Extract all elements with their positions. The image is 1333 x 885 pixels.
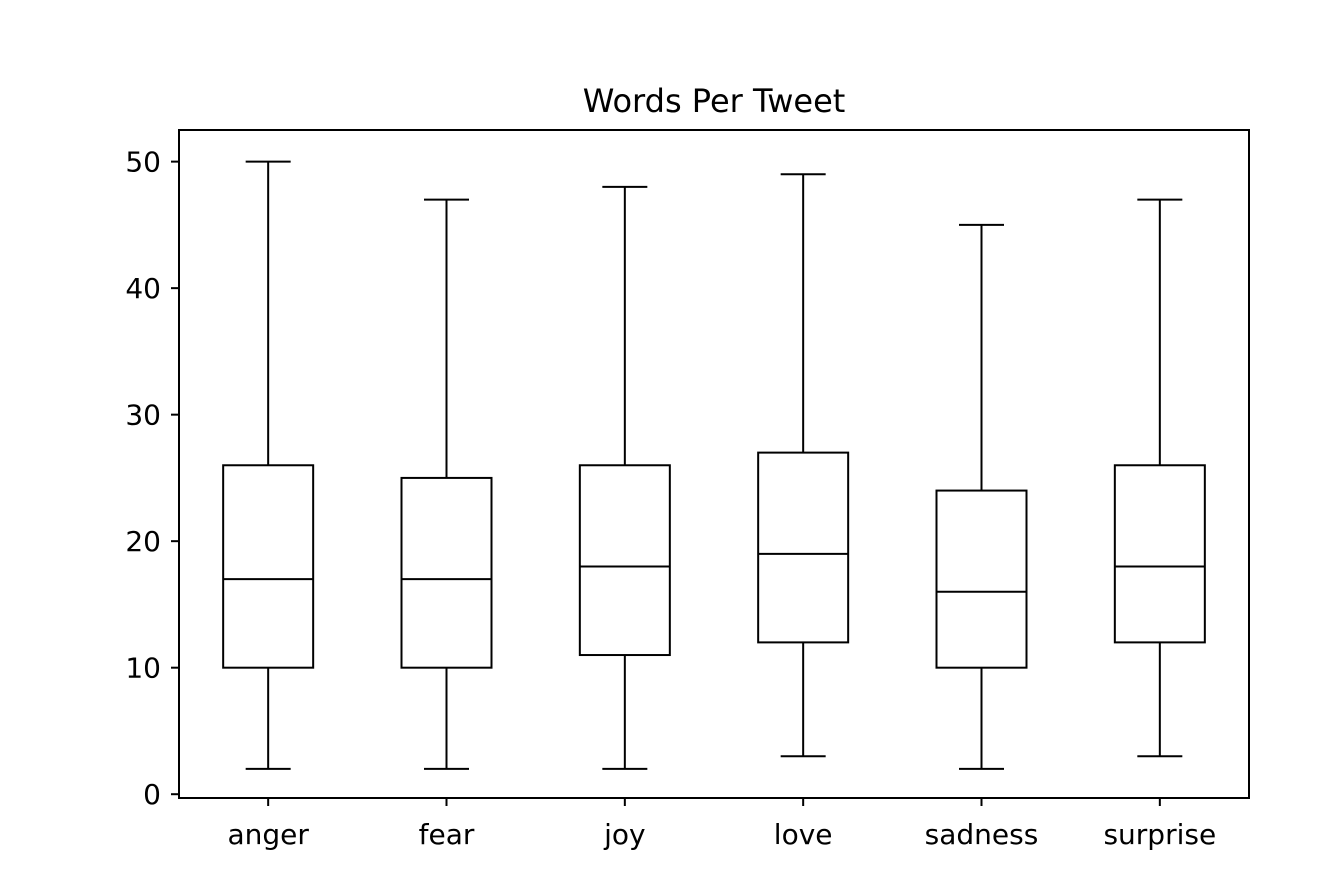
- box-anger: [222, 160, 315, 770]
- chart-title: Words Per Tweet: [583, 82, 846, 120]
- iqr-box: [757, 451, 850, 644]
- iqr-box: [578, 464, 671, 657]
- y-tick-label: 20: [125, 525, 161, 558]
- iqr-box: [400, 476, 493, 669]
- x-axis: anger fear joy love sadness surprise: [227, 798, 1216, 851]
- box-fear: [400, 198, 493, 770]
- x-tick-label: anger: [227, 818, 309, 851]
- x-tick-label: joy: [603, 818, 645, 851]
- boxes-layer: [222, 160, 1206, 770]
- x-tick-label: fear: [419, 818, 475, 851]
- y-tick-label: 50: [125, 146, 161, 179]
- iqr-box: [1113, 464, 1206, 644]
- iqr-box: [222, 464, 315, 669]
- plot-frame: [178, 129, 1250, 799]
- iqr-box: [935, 489, 1028, 669]
- x-tick-label: love: [774, 818, 833, 851]
- y-tick-label: 30: [125, 399, 161, 432]
- x-tick-label: sadness: [925, 818, 1039, 851]
- x-tick-label: surprise: [1103, 818, 1216, 851]
- box-sadness: [935, 223, 1028, 770]
- box-surprise: [1113, 198, 1206, 758]
- y-tick-label: 40: [125, 272, 161, 305]
- y-axis: 0 10 20 30 40 50: [125, 146, 179, 811]
- y-tick-label: 10: [125, 652, 161, 685]
- box-love: [757, 173, 850, 758]
- y-tick-label: 0: [143, 778, 161, 811]
- box-joy: [578, 185, 671, 770]
